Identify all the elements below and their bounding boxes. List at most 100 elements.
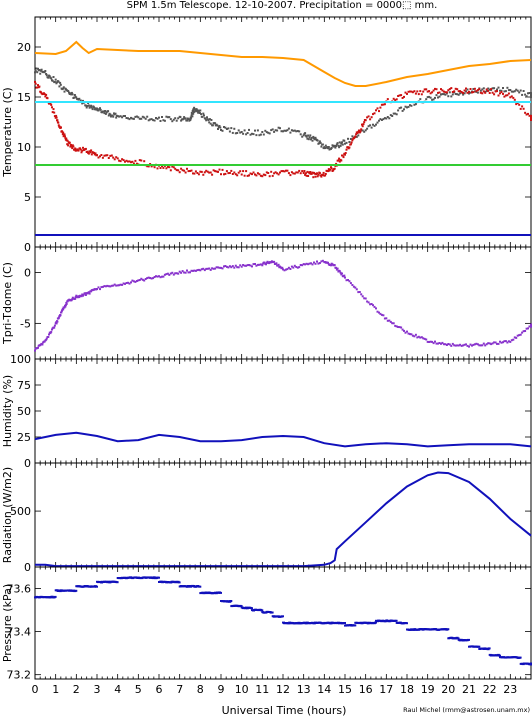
data-point <box>177 581 181 584</box>
data-point <box>59 83 62 86</box>
data-point <box>112 115 115 118</box>
data-point <box>366 116 369 119</box>
data-point <box>96 107 98 110</box>
data-point <box>156 167 159 170</box>
data-point <box>270 170 273 173</box>
data-point <box>434 340 436 343</box>
data-point <box>518 91 521 94</box>
data-point <box>327 261 329 264</box>
data-point <box>252 171 255 174</box>
data-point <box>516 334 519 337</box>
data-point <box>203 269 206 272</box>
data-point <box>330 146 333 149</box>
data-point <box>445 92 448 95</box>
data-point <box>502 341 504 344</box>
data-point <box>307 138 310 141</box>
data-point <box>94 107 97 110</box>
data-point <box>234 132 237 135</box>
data-point <box>184 171 187 174</box>
data-point <box>220 129 222 131</box>
data-point <box>448 88 451 91</box>
data-point <box>245 170 248 173</box>
data-point <box>110 154 113 157</box>
y-axis-label: Pressure (kPa) <box>1 584 14 662</box>
data-point <box>192 109 194 112</box>
data-point <box>481 88 484 91</box>
data-point <box>528 325 531 328</box>
data-point <box>450 344 453 347</box>
x-tick-label: 0 <box>32 683 39 696</box>
data-point <box>335 162 338 165</box>
data-point <box>118 284 121 287</box>
data-point <box>74 296 77 299</box>
data-point <box>259 263 262 266</box>
data-point <box>172 118 175 121</box>
data-point <box>422 90 425 93</box>
data-point <box>378 119 380 122</box>
data-point <box>497 86 500 89</box>
data-point <box>339 271 342 274</box>
data-point <box>472 343 475 346</box>
data-point <box>528 92 531 94</box>
data-point <box>207 119 210 122</box>
data-point <box>84 292 87 295</box>
data-point <box>157 576 160 579</box>
data-point <box>481 92 484 95</box>
data-point <box>364 297 367 300</box>
data-point <box>380 103 383 106</box>
data-point <box>484 91 487 94</box>
data-point <box>373 305 376 308</box>
data-point <box>438 342 441 344</box>
data-point <box>363 297 366 300</box>
data-point <box>163 273 166 276</box>
data-point <box>341 141 343 144</box>
data-point <box>406 92 408 95</box>
data-point <box>406 106 408 109</box>
data-point <box>403 329 405 332</box>
data-point <box>478 344 481 347</box>
data-point <box>204 117 207 120</box>
data-point <box>150 165 153 168</box>
data-point <box>465 343 467 346</box>
data-point <box>410 90 413 93</box>
data-point <box>109 285 112 288</box>
data-point <box>202 112 205 115</box>
data-point <box>93 106 95 109</box>
x-tick-label: 13 <box>297 683 311 696</box>
data-point <box>75 294 78 297</box>
data-point <box>385 317 388 320</box>
data-point <box>382 314 385 317</box>
data-point <box>515 88 518 91</box>
data-point <box>441 89 444 92</box>
data-point <box>460 91 463 93</box>
data-point <box>451 93 454 96</box>
data-point <box>302 263 305 266</box>
data-point <box>416 90 419 93</box>
data-point <box>44 95 47 98</box>
data-point <box>423 88 426 91</box>
data-point <box>193 106 196 109</box>
data-point <box>249 133 252 136</box>
data-point <box>143 160 146 163</box>
data-point <box>442 93 445 96</box>
data-point <box>174 272 177 275</box>
data-point <box>87 152 90 155</box>
data-point <box>369 303 372 306</box>
data-point <box>201 115 204 118</box>
data-point <box>432 98 435 101</box>
data-point <box>340 159 343 162</box>
data-point <box>200 170 203 173</box>
data-point <box>413 103 416 106</box>
data-point <box>137 279 140 282</box>
data-point <box>305 262 308 265</box>
data-point <box>118 159 121 162</box>
data-point <box>221 129 224 132</box>
data-point <box>34 349 36 352</box>
data-point <box>389 320 392 323</box>
data-point <box>127 160 129 163</box>
data-point <box>512 90 515 93</box>
data-point <box>513 336 516 339</box>
data-point <box>39 72 42 75</box>
data-point <box>192 112 195 115</box>
data-point <box>456 344 459 347</box>
